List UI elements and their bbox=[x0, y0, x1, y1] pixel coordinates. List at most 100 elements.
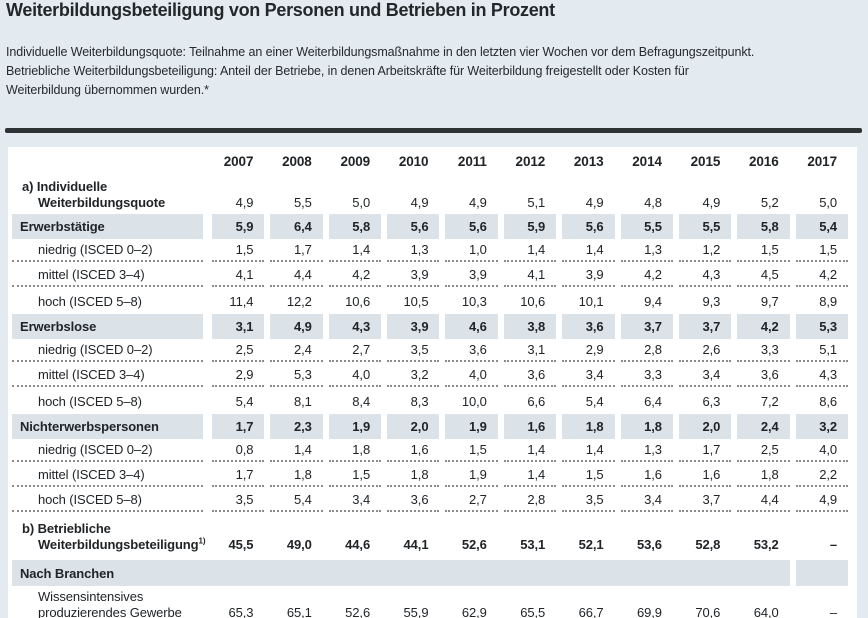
value-cell: 6,3 bbox=[702, 394, 721, 409]
value-cell: 53,6 bbox=[637, 537, 662, 552]
value-cell: 5,9 bbox=[503, 214, 557, 239]
value-cell: 2,7 bbox=[445, 489, 498, 512]
value-cell: 5,4 bbox=[585, 394, 604, 409]
value-cell: 1,3 bbox=[620, 239, 673, 262]
value-cell: 5,4 bbox=[235, 394, 254, 409]
value-cell: 3,3 bbox=[737, 339, 790, 362]
value-cell: 1,4 bbox=[562, 439, 615, 462]
value-cell: 53,2 bbox=[753, 537, 779, 552]
value-cell: 4,9 bbox=[235, 195, 254, 210]
value-cell: 1,6 bbox=[387, 439, 440, 462]
value-cell: 4,4 bbox=[270, 264, 323, 287]
value-cell: 65,3 bbox=[228, 605, 254, 618]
footnote-marker: 1) bbox=[198, 536, 206, 546]
value-cell: 3,4 bbox=[328, 489, 382, 512]
value-cell: 3,5 bbox=[562, 489, 615, 512]
value-cell: 66,7 bbox=[578, 605, 604, 618]
value-cell: 4,9 bbox=[410, 195, 429, 210]
section-row: Nach Branchen bbox=[12, 560, 851, 586]
row-label-line: a) Individuelle bbox=[22, 179, 108, 194]
value-cell: 5,6 bbox=[445, 214, 498, 239]
value-cell: 3,4 bbox=[620, 489, 673, 512]
value-cell: 9,4 bbox=[644, 294, 662, 309]
year-header: 2009 bbox=[340, 153, 371, 169]
value-cell: 10,0 bbox=[461, 394, 487, 409]
value-cell: 4,2 bbox=[737, 314, 790, 339]
row-label: mittel (ISCED 3–4) bbox=[12, 464, 203, 487]
value-cell: 2,8 bbox=[620, 339, 673, 362]
value-cell: 1,4 bbox=[270, 439, 323, 462]
value-cell: 44,6 bbox=[345, 537, 371, 552]
value-cell: 1,8 bbox=[328, 439, 382, 462]
value-cell: 1,6 bbox=[503, 414, 557, 439]
value-cell: 10,6 bbox=[345, 294, 371, 309]
value-cell: 7,2 bbox=[760, 394, 779, 409]
year-header: 2014 bbox=[632, 153, 662, 169]
value-cell: 5,4 bbox=[795, 214, 848, 239]
row-label: niedrig (ISCED 0–2) bbox=[12, 239, 203, 262]
value-cell: 1,8 bbox=[737, 464, 790, 487]
value-cell: 3,9 bbox=[562, 264, 615, 287]
value-cell: 1,4 bbox=[503, 464, 557, 487]
value-cell: 4,9 bbox=[270, 314, 323, 339]
value-cell: 65,5 bbox=[520, 605, 546, 618]
value-cell: 1,7 bbox=[270, 239, 323, 262]
value-cell: 3,6 bbox=[562, 314, 615, 339]
year-header: 2015 bbox=[690, 153, 721, 169]
value-cell: 3,1 bbox=[212, 314, 265, 339]
value-cell: 6,4 bbox=[270, 214, 323, 239]
value-cell: 3,6 bbox=[445, 339, 498, 362]
subtitle-line: Weiterbildung übernommen wurden.* bbox=[6, 83, 209, 97]
value-cell: 3,7 bbox=[620, 314, 673, 339]
year-header: 2016 bbox=[748, 153, 779, 169]
table-row: niedrig (ISCED 0–2) 2,5 2,4 2,7 3,5 3,6 3,1 2,9… bbox=[12, 339, 851, 364]
row-label-line: produzierendes Gewerbe bbox=[38, 605, 182, 618]
value-cell: 4,2 bbox=[795, 264, 848, 287]
value-cell: 11,4 bbox=[229, 294, 254, 309]
subtitle: Individuelle Weiterbildungsquote: Teilna… bbox=[6, 43, 866, 100]
value-cell: 5,0 bbox=[819, 195, 837, 210]
value-cell: 4,0 bbox=[795, 439, 848, 462]
value-cell: 1,9 bbox=[445, 414, 498, 439]
value-cell: 5,1 bbox=[795, 339, 848, 362]
table-row: mittel (ISCED 3–4) 1,7 1,8 1,5 1,8 1,9 1,4 1,5 1… bbox=[12, 464, 851, 489]
year-header: 2011 bbox=[457, 153, 487, 169]
table-row: b) Betriebliche Weiterbildungsbeteiligung… bbox=[12, 514, 851, 556]
row-label: hoch (ISCED 5–8) bbox=[38, 394, 142, 409]
table-row: Erwerbslose 3,1 4,9 4,3 3,9 4,6 3,8 3,6 3,7 3,7 4,… bbox=[12, 314, 851, 339]
value-cell: 3,6 bbox=[503, 364, 557, 387]
value-cell: 4,2 bbox=[328, 264, 382, 287]
row-label-line: Weiterbildungsquote bbox=[38, 195, 166, 210]
value-cell: 1,8 bbox=[562, 414, 615, 439]
value-cell: 3,8 bbox=[503, 314, 557, 339]
value-cell: 6,4 bbox=[644, 394, 662, 409]
value-cell: 1,3 bbox=[620, 439, 673, 462]
value-cell: 5,3 bbox=[795, 314, 848, 339]
value-cell: 52,6 bbox=[461, 537, 487, 552]
value-cell: 1,5 bbox=[212, 239, 265, 262]
value-cell: 2,2 bbox=[795, 464, 848, 487]
table-card: 2007 2008 2009 2010 2011 2012 2013 2014 2015 2016… bbox=[8, 147, 857, 618]
value-cell: 5,6 bbox=[562, 214, 615, 239]
value-cell: 2,0 bbox=[678, 414, 732, 439]
value-cell: 5,5 bbox=[620, 214, 673, 239]
row-label: niedrig (ISCED 0–2) bbox=[12, 439, 203, 462]
value-cell: 1,4 bbox=[503, 239, 557, 262]
value-cell: 8,4 bbox=[352, 394, 371, 409]
table-row: mittel (ISCED 3–4) 2,9 5,3 4,0 3,2 4,0 3,6 3,4 3… bbox=[12, 364, 851, 389]
value-cell: 2,6 bbox=[678, 339, 732, 362]
value-cell: 2,0 bbox=[387, 414, 440, 439]
value-cell: 0,8 bbox=[212, 439, 265, 462]
value-cell: 52,6 bbox=[345, 605, 371, 618]
value-cell: 1,0 bbox=[445, 239, 498, 262]
value-cell: 4,6 bbox=[445, 314, 498, 339]
value-cell: 5,5 bbox=[678, 214, 732, 239]
value-cell: – bbox=[829, 537, 837, 552]
value-cell: 5,8 bbox=[328, 214, 382, 239]
value-cell: – bbox=[829, 605, 837, 618]
value-cell: 4,5 bbox=[737, 264, 790, 287]
value-cell: 64,0 bbox=[753, 605, 779, 618]
value-cell: 5,3 bbox=[270, 364, 323, 387]
section-cell bbox=[795, 560, 848, 586]
value-cell: 4,8 bbox=[644, 195, 662, 210]
